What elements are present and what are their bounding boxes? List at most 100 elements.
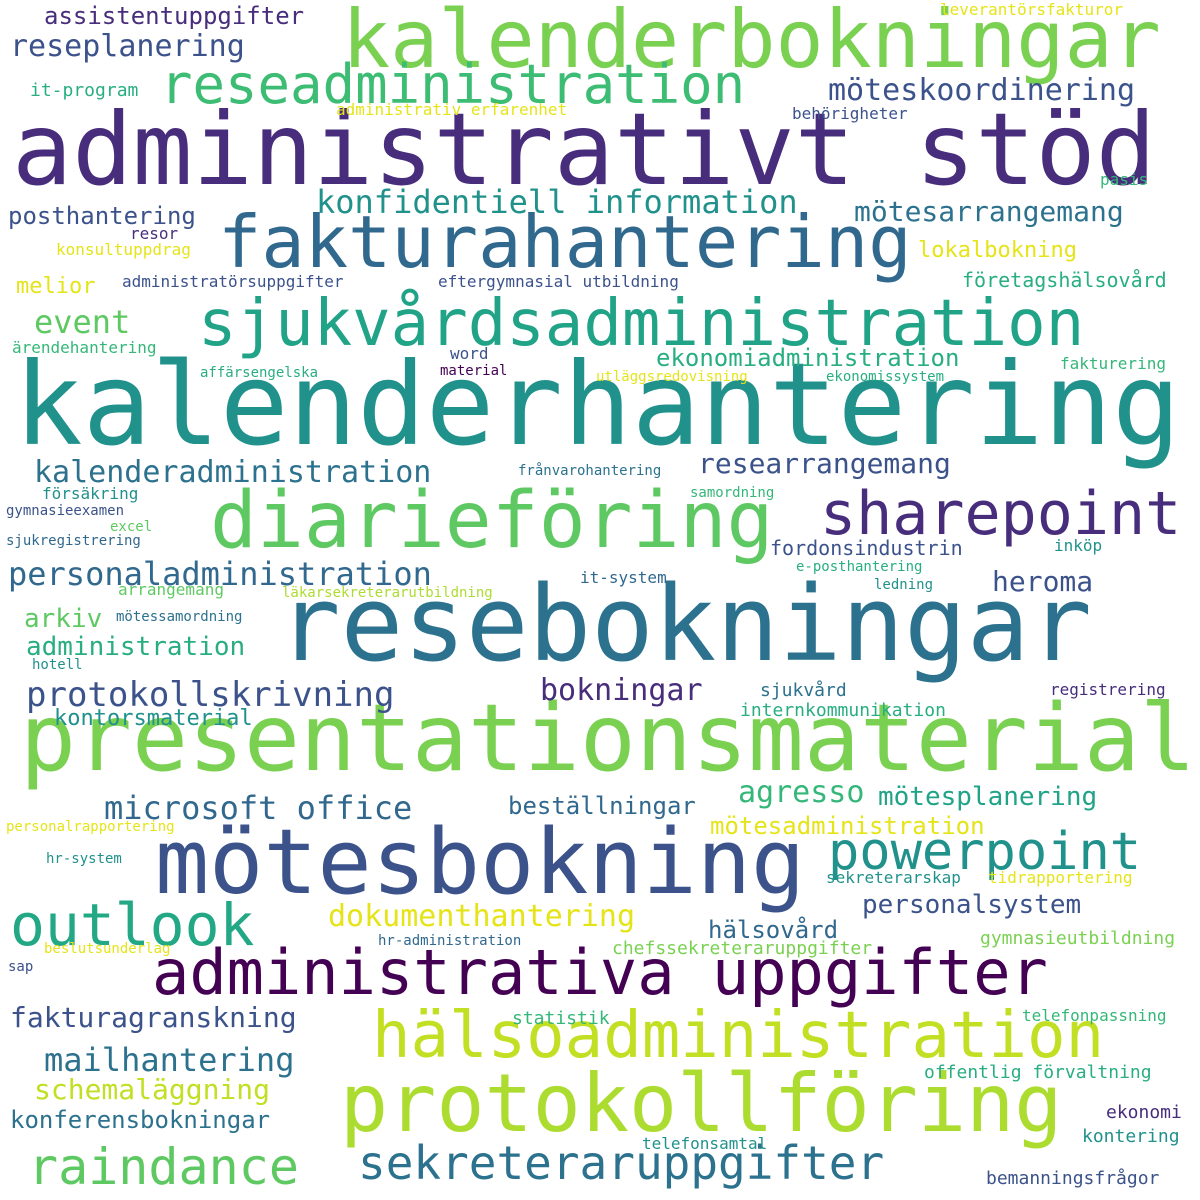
word-outlook: outlook: [10, 891, 255, 959]
word-heroma: heroma: [992, 565, 1094, 598]
word-administratorsuppgifter: administratörsuppgifter: [122, 272, 344, 291]
word-administrativa-uppgifter: administrativa uppgifter: [152, 936, 1048, 1009]
word-sekreterarskap: sekreterarskap: [826, 868, 961, 887]
word-arendehantering: ärendehantering: [12, 338, 157, 357]
word-bokningar: bokningar: [540, 673, 703, 708]
word-moteskoordinering: möteskoordinering: [828, 73, 1136, 108]
word-inkop: inköp: [1054, 536, 1103, 555]
word-leverantorsfakturor: leverantörsfakturor: [940, 0, 1124, 19]
word-bestallningar: beställningar: [508, 792, 696, 820]
word-arkiv: arkiv: [24, 604, 103, 634]
word-fakturering: fakturering: [1060, 354, 1166, 373]
word-event: event: [34, 303, 131, 341]
word-gymnasieutbildning: gymnasieutbildning: [980, 928, 1176, 949]
word-tidrapportering: tidrapportering: [988, 868, 1133, 887]
word-personaladministration: personaladministration: [8, 555, 432, 593]
word-reseadministration: reseadministration: [160, 53, 746, 116]
word-dokumenthantering: dokumenthantering: [328, 899, 636, 934]
word-arrangemang: arrangemang: [118, 580, 224, 599]
word-excel: excel: [110, 519, 153, 535]
word-forsakring: försäkring: [42, 484, 139, 503]
word-presentationsmaterial: presentationsmaterial: [20, 684, 1196, 792]
word-reseplanering: reseplanering: [10, 29, 245, 64]
word-offentlig-forvaltning: offentlig förvaltning: [924, 1062, 1152, 1083]
word-kontering: kontering: [1082, 1126, 1180, 1147]
word-telefonsamtal: telefonsamtal: [642, 1134, 768, 1153]
word-telefonpassning: telefonpassning: [1022, 1006, 1167, 1025]
word-sjukregistrering: sjukregistrering: [6, 533, 141, 549]
word-affarsengelska: affärsengelska: [200, 365, 319, 381]
word-administrativt-stod: administrativt stöd: [12, 91, 1156, 208]
word-posthantering: posthantering: [8, 202, 196, 230]
word-researrangemang: researrangemang: [698, 447, 951, 480]
word-assistentuppgifter: assistentuppgifter: [44, 2, 305, 30]
word-franvarohantering: frånvarohantering: [518, 463, 662, 479]
word-halsovard: hälsovård: [708, 916, 839, 944]
word-chefssekreteraruppgifter: chefssekreteraruppgifter: [612, 938, 873, 959]
word-administration: administration: [26, 632, 246, 662]
word-powerpoint: powerpoint: [828, 822, 1142, 882]
word-konfidentiell-information: konfidentiell information: [316, 183, 798, 221]
word-eftergymnasial-utbildning: eftergymnasial utbildning: [438, 272, 679, 291]
word-personalrapportering: personalrapportering: [6, 819, 175, 835]
word-protokollforing: protokollföring: [340, 1057, 1063, 1150]
word-beslutsunderlag: beslutsunderlag: [44, 941, 171, 957]
word-resor: resor: [130, 224, 179, 243]
word-fakturahantering: fakturahantering: [218, 200, 912, 284]
word-it-system: it-system: [580, 568, 667, 587]
word-mailhantering: mailhantering: [44, 1041, 295, 1079]
word-fakturagranskning: fakturagranskning: [10, 1001, 297, 1034]
word-bemanningsfragor: bemanningsfrågor: [986, 1168, 1160, 1189]
word-lokalbokning: lokalbokning: [918, 238, 1077, 263]
word-statistik: statistik: [512, 1008, 610, 1029]
word-hr-system: hr-system: [46, 851, 122, 867]
word-resebokningar: resebokningar: [278, 563, 1092, 685]
word-ekonomi: ekonomi: [1106, 1102, 1182, 1123]
word-diarieforing: diarieföring: [210, 476, 774, 566]
word-motesplanering: mötesplanering: [878, 782, 1098, 812]
word-sjukvard: sjukvård: [760, 680, 847, 701]
word-sjukvardsadministration: sjukvårdsadministration: [198, 287, 1085, 361]
word-personalsystem: personalsystem: [862, 890, 1082, 920]
word-motessamordning: mötessamordning: [116, 609, 243, 625]
word-utlaggsredovisning: utläggsredovisning: [596, 369, 748, 385]
word-protokollskrivning: protokollskrivning: [26, 675, 395, 715]
word-hotell: hotell: [32, 657, 83, 673]
word-foretagshalsovard: företagshälsovård: [962, 268, 1167, 292]
word-ledning: ledning: [874, 577, 934, 593]
word-gymnasieexamen: gymnasieexamen: [6, 503, 125, 519]
word-samordning: samordning: [690, 485, 775, 501]
word-internkommunikation: internkommunikation: [740, 700, 946, 721]
word-konsultuppdrag: konsultuppdrag: [56, 240, 191, 259]
word-sap: sap: [8, 959, 34, 975]
word-agresso: agresso: [738, 775, 865, 810]
word-material: material: [440, 363, 508, 379]
word-e-posthantering: e-posthantering: [796, 559, 923, 575]
word-sharepoint: sharepoint: [820, 479, 1182, 549]
word-it-program: it-program: [30, 80, 139, 101]
word-kontorsmaterial: kontorsmaterial: [54, 706, 253, 731]
word-kalenderadministration: kalenderadministration: [34, 455, 432, 490]
word-halsoadministration: hälsoadministration: [372, 999, 1105, 1073]
word-konferensbokningar: konferensbokningar: [10, 1106, 271, 1134]
word-motesadministration: mötesadministration: [710, 812, 985, 840]
word-lakarsekreterarutbildning: läkarsekreterarutbildning: [282, 585, 493, 601]
word-ekonomissystem: ekonomissystem: [826, 369, 945, 385]
word-word: word: [450, 344, 489, 363]
word-kalenderhantering: kalenderhantering: [14, 338, 1181, 471]
word-behorigheter: behörigheter: [792, 104, 908, 123]
word-melior: melior: [16, 274, 96, 299]
word-motesarrangemang: mötesarrangemang: [854, 195, 1124, 228]
word-pasis: pasis: [1100, 170, 1149, 189]
word-schemalaggning: schemaläggning: [34, 1073, 271, 1106]
word-sekreteraruppgifter: sekreteraruppgifter: [358, 1136, 885, 1190]
word-fordonsindustrin: fordonsindustrin: [770, 536, 963, 560]
word-raindance: raindance: [28, 1138, 299, 1196]
word-microsoft-office: microsoft office: [104, 789, 413, 827]
word-kalenderbokningar: kalenderbokningar: [342, 0, 1161, 86]
word-ekonomiadministration: ekonomiadministration: [656, 344, 960, 372]
word-hr-administration: hr-administration: [378, 933, 522, 949]
word-administrativ-erfarenhet: administrativ erfarenhet: [336, 100, 568, 119]
word-registrering: registrering: [1050, 680, 1166, 699]
